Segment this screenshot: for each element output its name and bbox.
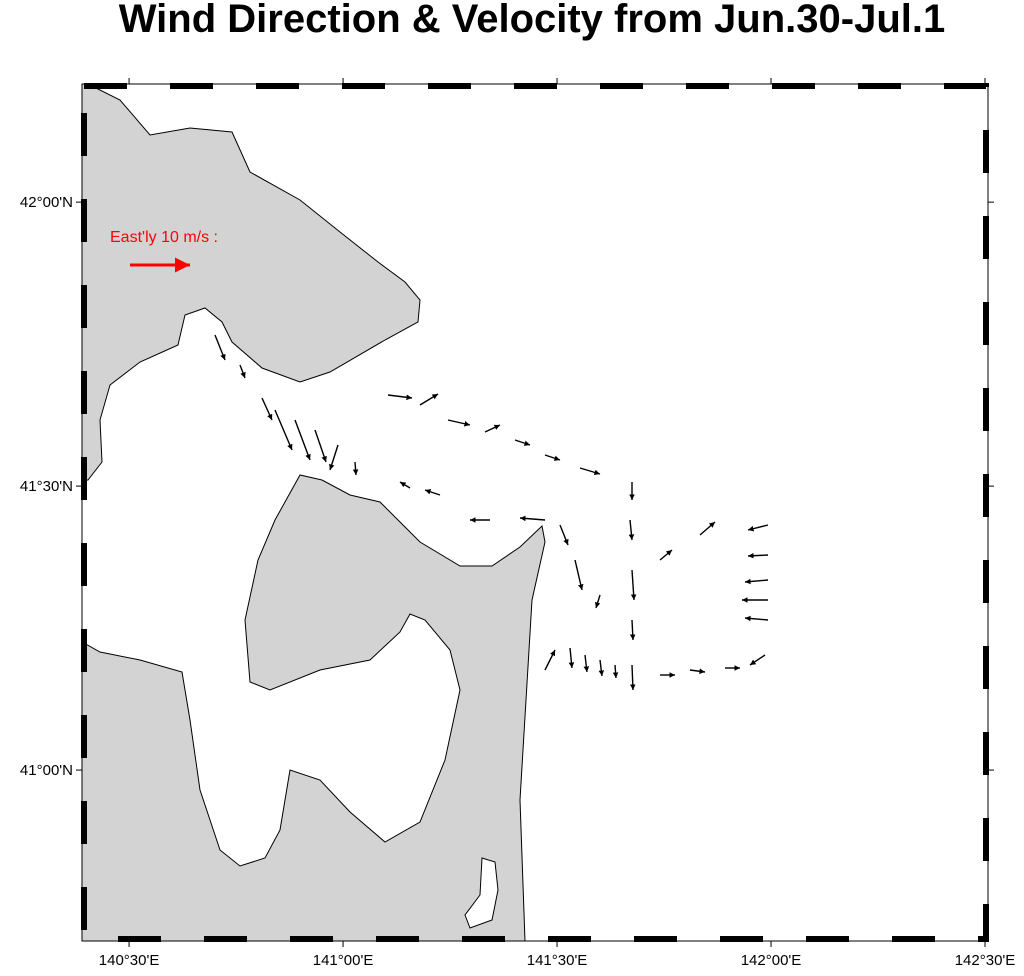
y-tick-label: 41°30'N xyxy=(20,478,73,495)
wind-arrows xyxy=(214,334,769,691)
x-tick-label: 141°30'E xyxy=(527,952,588,969)
y-tick-label: 42°00'N xyxy=(20,194,73,211)
x-tick-label: 142°30'E xyxy=(955,952,1016,969)
x-tick-label: 140°30'E xyxy=(99,952,160,969)
land-honshu xyxy=(81,474,546,942)
lake xyxy=(464,857,499,929)
frame xyxy=(81,83,989,942)
x-tick-label: 142°00'E xyxy=(741,952,802,969)
y-tick-label: 41°00'N xyxy=(20,762,73,779)
x-tick-label: 141°00'E xyxy=(313,952,374,969)
legend-label: East'ly 10 m/s : xyxy=(110,229,218,246)
land-hokkaido xyxy=(81,83,421,481)
map-title: Wind Direction & Velocity from Jun.30-Ju… xyxy=(119,0,945,41)
